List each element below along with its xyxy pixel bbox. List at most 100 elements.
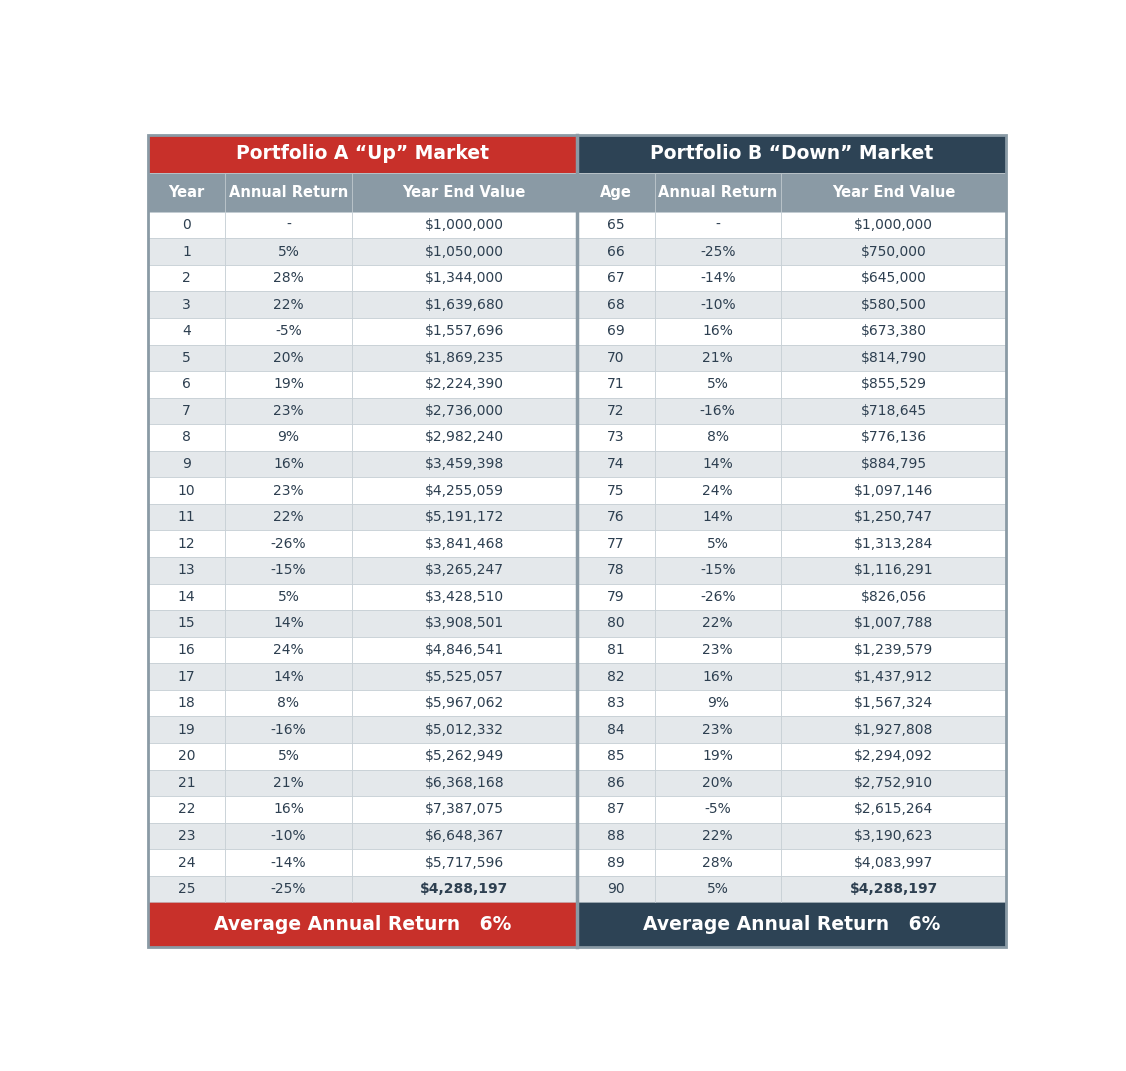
Text: 5%: 5% [707, 537, 729, 550]
Bar [225, 610, 351, 637]
Bar [654, 371, 781, 397]
Text: $1,437,912: $1,437,912 [854, 669, 933, 683]
Bar [654, 212, 781, 238]
Bar [351, 823, 578, 849]
Text: 15: 15 [178, 617, 195, 631]
Bar [225, 876, 351, 903]
Bar [578, 291, 654, 318]
Bar [225, 238, 351, 265]
Bar [578, 291, 654, 318]
Bar [351, 770, 578, 796]
Text: 23%: 23% [703, 643, 733, 657]
Text: 28%: 28% [703, 856, 733, 870]
Bar [654, 174, 781, 212]
Bar [225, 503, 351, 530]
Bar [781, 318, 1007, 345]
Text: $4,255,059: $4,255,059 [425, 484, 503, 498]
Text: 23%: 23% [274, 484, 304, 498]
Text: $855,529: $855,529 [860, 377, 927, 391]
Text: -26%: -26% [270, 537, 306, 550]
Bar [148, 503, 225, 530]
Bar [351, 770, 578, 796]
Text: $2,615,264: $2,615,264 [854, 802, 933, 816]
Text: $5,967,062: $5,967,062 [425, 696, 504, 710]
Text: 81: 81 [607, 643, 625, 657]
Text: Annual Return: Annual Return [658, 185, 777, 200]
Bar [148, 584, 225, 610]
Text: $4,846,541: $4,846,541 [425, 643, 504, 657]
Bar [654, 451, 781, 478]
Text: $1,239,579: $1,239,579 [854, 643, 933, 657]
Bar [654, 397, 781, 424]
Bar [654, 451, 781, 478]
Bar [781, 610, 1007, 637]
Text: 23%: 23% [274, 404, 304, 418]
Bar [351, 796, 578, 823]
Bar [148, 716, 225, 743]
Bar [351, 318, 578, 345]
Bar [351, 796, 578, 823]
Bar [654, 849, 781, 876]
Bar [148, 663, 225, 690]
Bar [148, 345, 225, 371]
Text: Age: Age [600, 185, 632, 200]
Bar [654, 371, 781, 397]
Text: 16%: 16% [272, 802, 304, 816]
Bar [578, 318, 654, 345]
Bar [578, 716, 654, 743]
Bar [148, 174, 225, 212]
Text: 23%: 23% [703, 723, 733, 737]
Text: -15%: -15% [270, 563, 306, 577]
Bar [225, 345, 351, 371]
Text: 82: 82 [607, 669, 625, 683]
Bar [225, 291, 351, 318]
Bar [578, 610, 654, 637]
Bar [148, 796, 225, 823]
Bar [654, 424, 781, 451]
Bar [578, 318, 654, 345]
Text: $718,645: $718,645 [860, 404, 927, 418]
Bar [351, 637, 578, 663]
Text: 5%: 5% [277, 244, 300, 258]
Bar [654, 770, 781, 796]
Text: 24: 24 [178, 856, 195, 870]
Bar [578, 530, 654, 557]
Bar [351, 451, 578, 478]
Bar [654, 690, 781, 716]
Text: 14%: 14% [703, 510, 733, 524]
Bar [781, 584, 1007, 610]
Text: $884,795: $884,795 [860, 457, 927, 471]
Bar [781, 530, 1007, 557]
Bar [654, 876, 781, 903]
Text: 19%: 19% [703, 750, 733, 764]
Text: 20: 20 [178, 750, 195, 764]
Bar [148, 371, 225, 397]
Text: $1,927,808: $1,927,808 [854, 723, 933, 737]
Bar [351, 716, 578, 743]
Bar [351, 424, 578, 451]
Bar [225, 424, 351, 451]
Bar [148, 371, 225, 397]
Text: $1,557,696: $1,557,696 [425, 325, 504, 338]
Bar [148, 291, 225, 318]
Text: $2,736,000: $2,736,000 [425, 404, 503, 418]
Text: 71: 71 [607, 377, 625, 391]
Bar [148, 849, 225, 876]
Bar [654, 637, 781, 663]
Text: 16%: 16% [703, 325, 733, 338]
Bar [781, 291, 1007, 318]
Bar [148, 557, 225, 584]
Bar [781, 716, 1007, 743]
Bar [654, 530, 781, 557]
Bar [578, 503, 654, 530]
Bar [148, 610, 225, 637]
Bar [148, 637, 225, 663]
Text: $5,262,949: $5,262,949 [425, 750, 504, 764]
Text: 23: 23 [178, 829, 195, 843]
Bar [351, 690, 578, 716]
Text: $1,097,146: $1,097,146 [854, 484, 933, 498]
Text: $4,288,197: $4,288,197 [849, 883, 938, 896]
Text: $1,000,000: $1,000,000 [855, 218, 933, 232]
Bar [654, 345, 781, 371]
Text: -14%: -14% [270, 856, 306, 870]
